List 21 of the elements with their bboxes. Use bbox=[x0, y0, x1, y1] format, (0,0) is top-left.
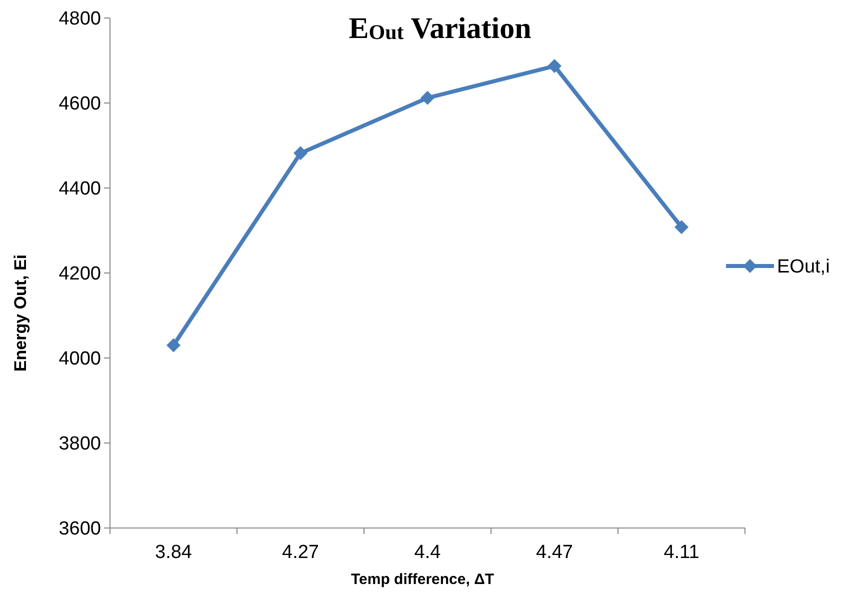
y-tick-label: 4600 bbox=[58, 94, 101, 115]
point bbox=[294, 146, 308, 160]
x-tick-label: 3.84 bbox=[155, 542, 192, 563]
x-axis-title: Temp difference, ΔT bbox=[350, 571, 494, 588]
y-tick-label: 3800 bbox=[58, 434, 101, 455]
x-tick-label: 4.11 bbox=[664, 542, 700, 563]
y-tick-label: 4400 bbox=[58, 178, 101, 200]
x-tick-label: 4.4 bbox=[414, 542, 442, 563]
y-tick-label: 4200 bbox=[58, 264, 101, 285]
legend-label: EOut,i bbox=[777, 256, 830, 278]
x-tick-label: 4.27 bbox=[282, 542, 319, 563]
y-tick-label: 3600 bbox=[58, 518, 101, 540]
point bbox=[420, 90, 434, 105]
point bbox=[674, 220, 688, 234]
y-axis-title: Energy Out, Ei bbox=[11, 254, 30, 372]
point bbox=[166, 338, 180, 352]
y-tick-label: 4800 bbox=[58, 8, 101, 30]
y-tick-label: 4000 bbox=[58, 348, 101, 370]
x-tick-label: 4.47 bbox=[536, 542, 573, 563]
chart-title: EOut Variation bbox=[348, 12, 532, 45]
point bbox=[548, 59, 562, 74]
